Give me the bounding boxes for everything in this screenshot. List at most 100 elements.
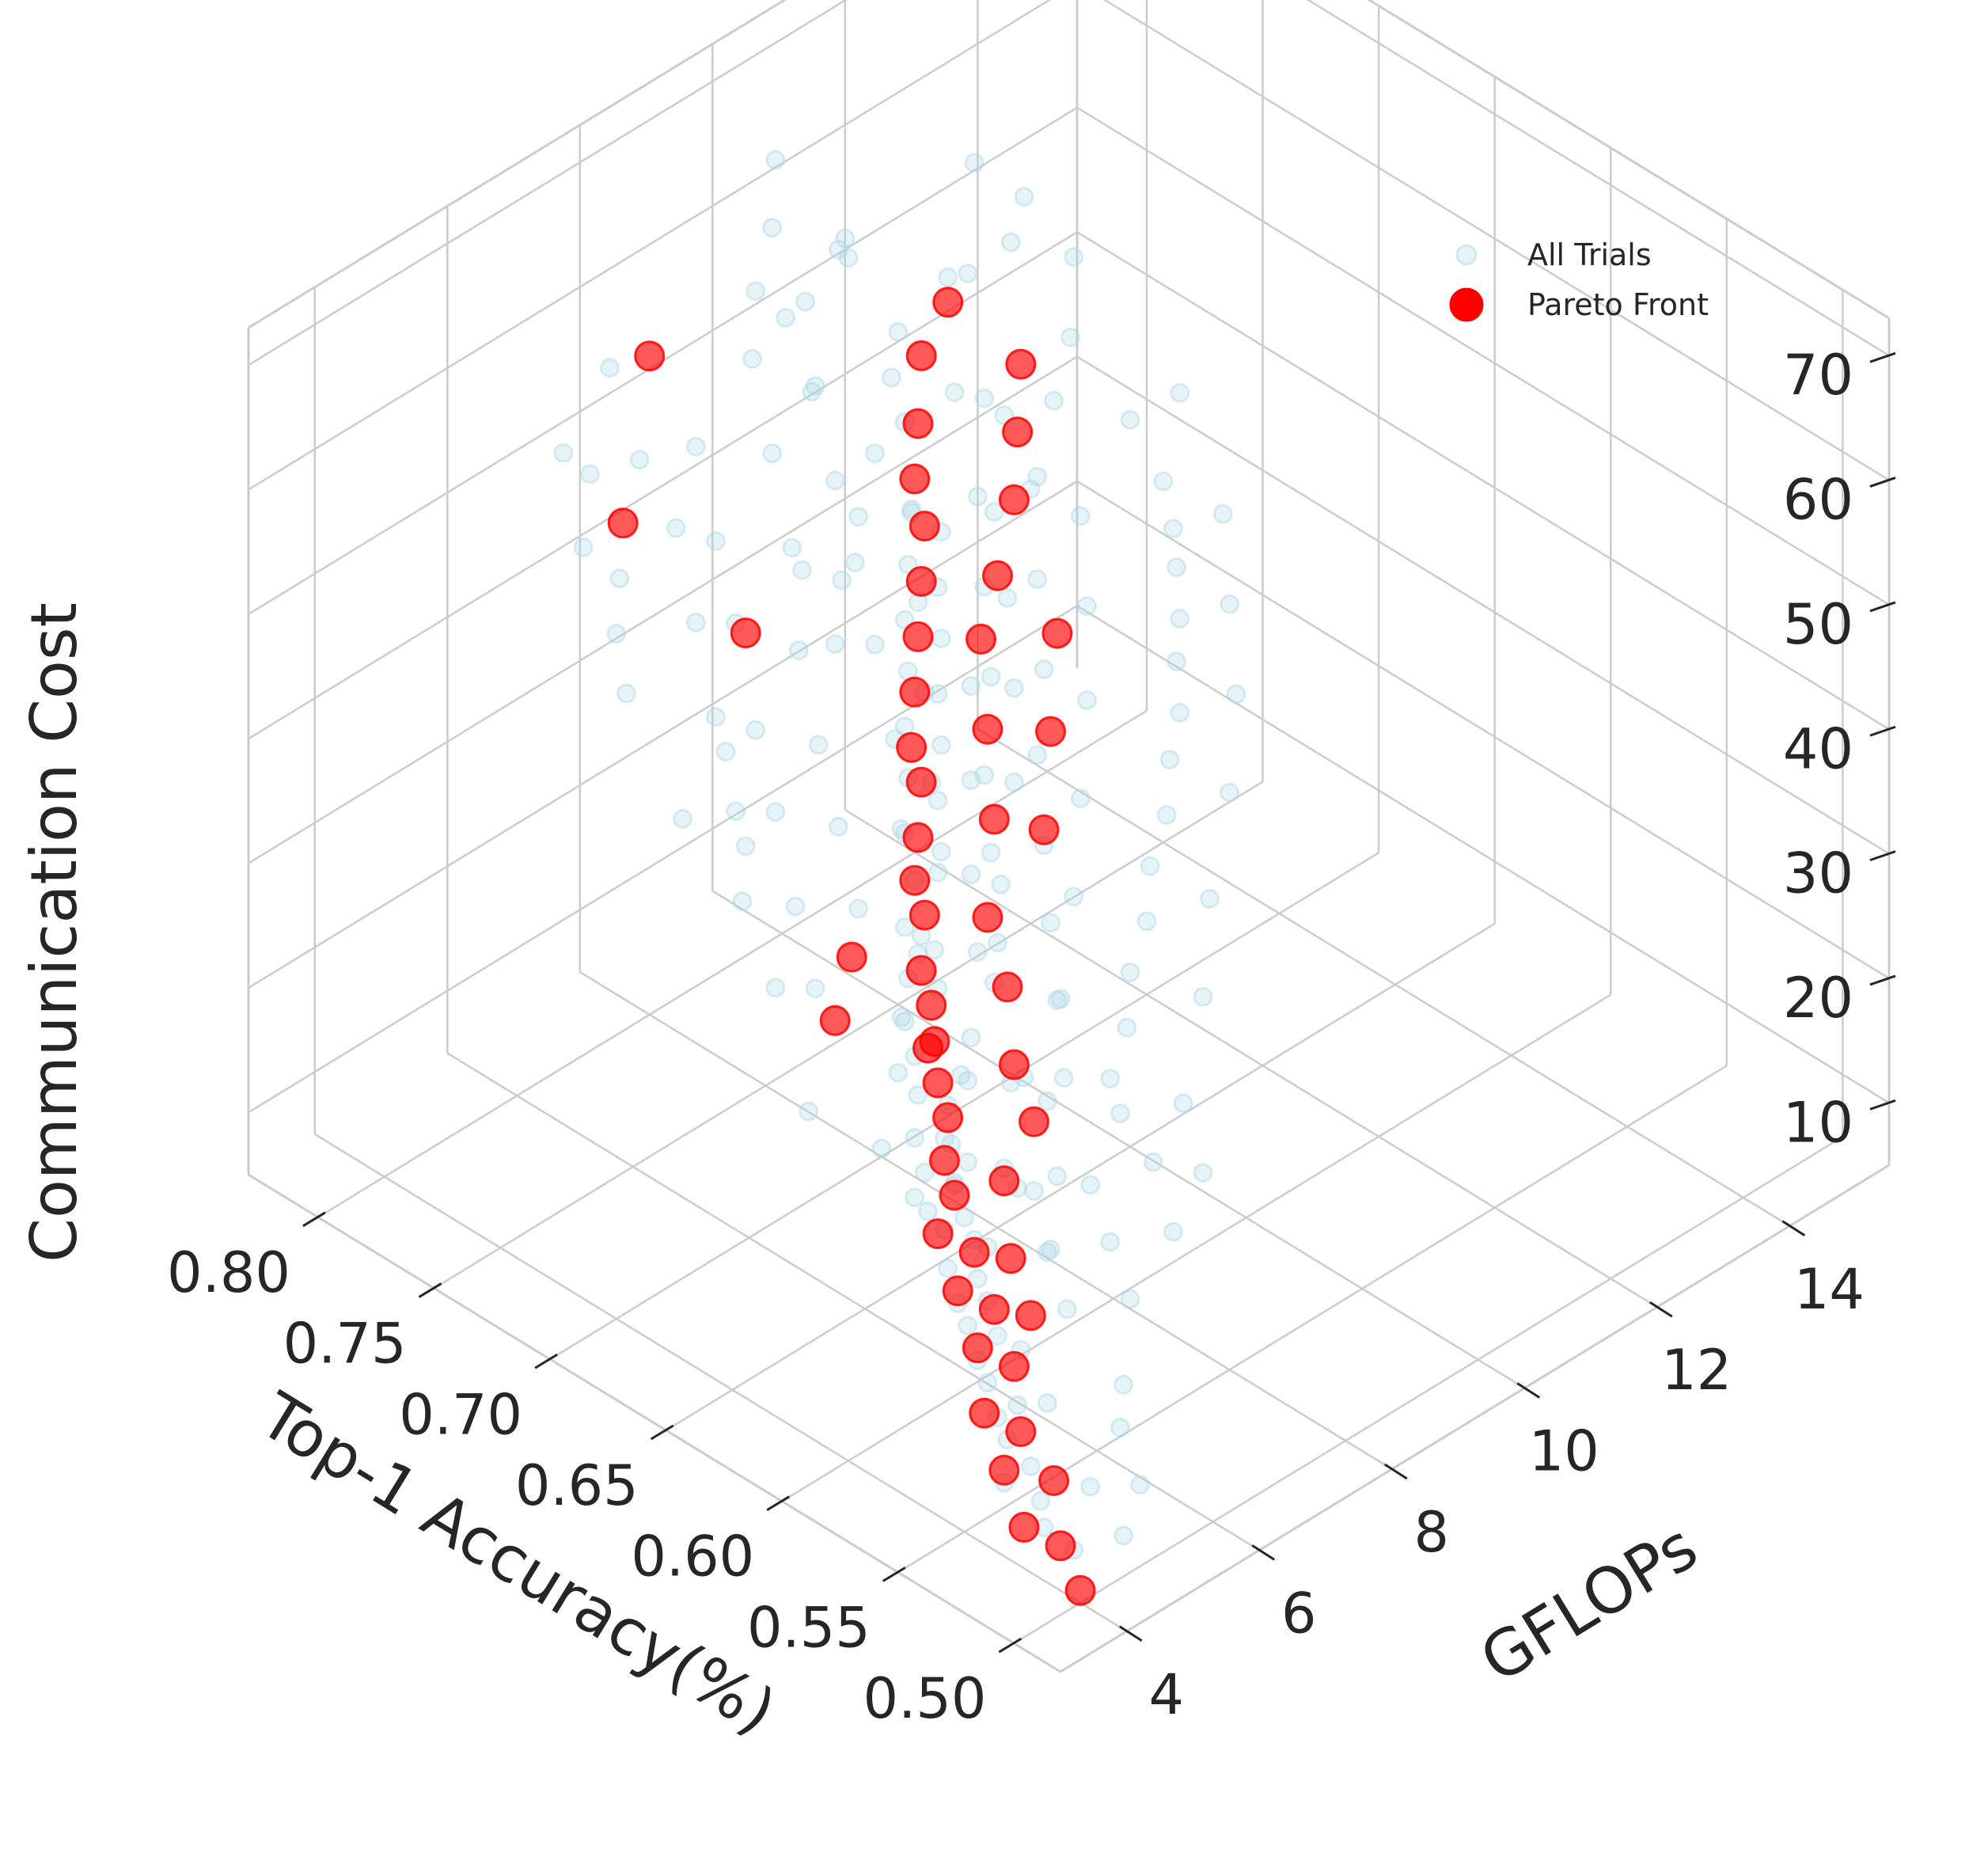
y-tick [1781, 1220, 1806, 1237]
all-trials-point [1077, 690, 1097, 711]
grid-line-y-floor [314, 1133, 1128, 1632]
all-trials-point [1140, 856, 1160, 876]
all-trials-point [981, 842, 1001, 863]
legend-marker-pareto-front [1449, 287, 1484, 322]
all-trials-point [1047, 990, 1068, 1011]
pareto-front-point [942, 1275, 973, 1307]
all-trials-point [802, 382, 822, 402]
all-trials-point [958, 1152, 978, 1172]
x-tick [998, 1637, 1022, 1654]
all-trials-point [1120, 962, 1140, 982]
all-trials-point [1041, 913, 1060, 933]
pareto-front-point [1002, 416, 1034, 448]
all-trials-point [1040, 1240, 1060, 1259]
all-trials-point [967, 486, 988, 507]
all-trials-point [762, 443, 783, 464]
pareto-front-point [962, 1332, 993, 1364]
all-trials-point [825, 470, 845, 491]
all-trials-point [1027, 466, 1048, 487]
all-trials-point [629, 450, 650, 470]
all-trials-point [958, 264, 978, 283]
y-tick-label: 12 [1661, 1338, 1732, 1403]
all-trials-point [685, 436, 706, 457]
x-tick [882, 1566, 906, 1582]
all-trials-point [928, 790, 948, 811]
all-trials-point [961, 770, 981, 791]
all-trials-point [1037, 1091, 1057, 1111]
z-tick-label: 10 [1783, 1090, 1853, 1155]
grid-line-x-floor [781, 993, 1611, 1502]
all-trials-point [891, 1007, 912, 1027]
all-trials-point [1027, 569, 1048, 590]
all-trials-point [894, 917, 915, 937]
all-trials-point [1080, 1175, 1101, 1195]
all-trials-point [1057, 1299, 1077, 1320]
pareto-front-point [607, 507, 639, 539]
all-trials-point [1110, 1418, 1130, 1437]
y-axis-line [1060, 1164, 1890, 1673]
all-trials-point [991, 874, 1011, 894]
y-tick-label: 14 [1794, 1257, 1865, 1322]
all-trials-point [745, 281, 766, 302]
all-trials-point [888, 321, 909, 342]
pareto-front-point [909, 899, 940, 931]
all-trials-point [735, 836, 756, 856]
grid-line-z-left-wall [1306, 0, 1890, 357]
all-trials-point [908, 1084, 928, 1105]
pareto-front-point [730, 617, 761, 649]
all-trials-point [765, 150, 786, 170]
all-trials-point [848, 507, 869, 527]
pareto-front-point [1045, 1530, 1076, 1562]
pane-back-left [1077, 0, 1889, 1165]
all-trials-point [961, 676, 981, 697]
all-trials-point [799, 1101, 819, 1122]
all-trials-point [958, 1316, 978, 1336]
pareto-front-point [978, 1293, 1010, 1325]
all-trials-point [1163, 518, 1183, 539]
grid-line-x-floor [666, 922, 1496, 1432]
all-trials-point [808, 735, 829, 755]
all-trials-point [938, 267, 958, 287]
all-trials-point [882, 367, 901, 388]
pareto-front-point [1028, 814, 1060, 845]
all-trials-point [782, 537, 802, 558]
grid-line-y-floor [579, 970, 1393, 1471]
all-trials-point [1020, 1456, 1041, 1476]
z-tick-label: 30 [1783, 841, 1853, 906]
pareto-front-point [902, 408, 934, 439]
all-trials-point [1193, 986, 1213, 1007]
all-trials-point [848, 898, 869, 919]
all-trials-point [742, 348, 763, 369]
pareto-front-point [899, 864, 931, 896]
all-trials-point [609, 568, 630, 589]
pareto-front-point [928, 1145, 960, 1176]
z-tick [1869, 1099, 1896, 1111]
all-trials-point [1113, 1525, 1134, 1546]
all-trials-point [928, 862, 948, 883]
all-trials-point [1044, 390, 1064, 411]
x-tick-label: 0.55 [747, 1595, 871, 1660]
z-tick [1869, 850, 1896, 862]
all-trials-point [961, 864, 981, 884]
all-trials-point [984, 502, 1004, 522]
x-tick [650, 1424, 674, 1441]
pareto-front-point [939, 1179, 970, 1211]
all-trials-point [1159, 750, 1180, 770]
all-trials-point [666, 518, 686, 538]
all-trials-point [805, 978, 825, 999]
all-trials-point [553, 442, 574, 463]
all-trials-point [606, 624, 627, 644]
y-tick-label: 10 [1529, 1419, 1599, 1484]
all-trials-point [1100, 1232, 1121, 1252]
all-trials-point [954, 1207, 975, 1228]
z-tick [1869, 351, 1896, 363]
all-trials-point [1070, 506, 1091, 526]
pareto-front-point [988, 1454, 1020, 1486]
all-trials-point [931, 628, 951, 649]
all-trials-point [805, 376, 825, 397]
x-tick-label: 0.60 [631, 1525, 754, 1589]
x-axis-line [248, 1173, 1061, 1673]
all-trials-point [1007, 1395, 1028, 1415]
pareto-front-point [978, 803, 1010, 835]
legend: All Trials Pareto Front [1449, 237, 1709, 322]
